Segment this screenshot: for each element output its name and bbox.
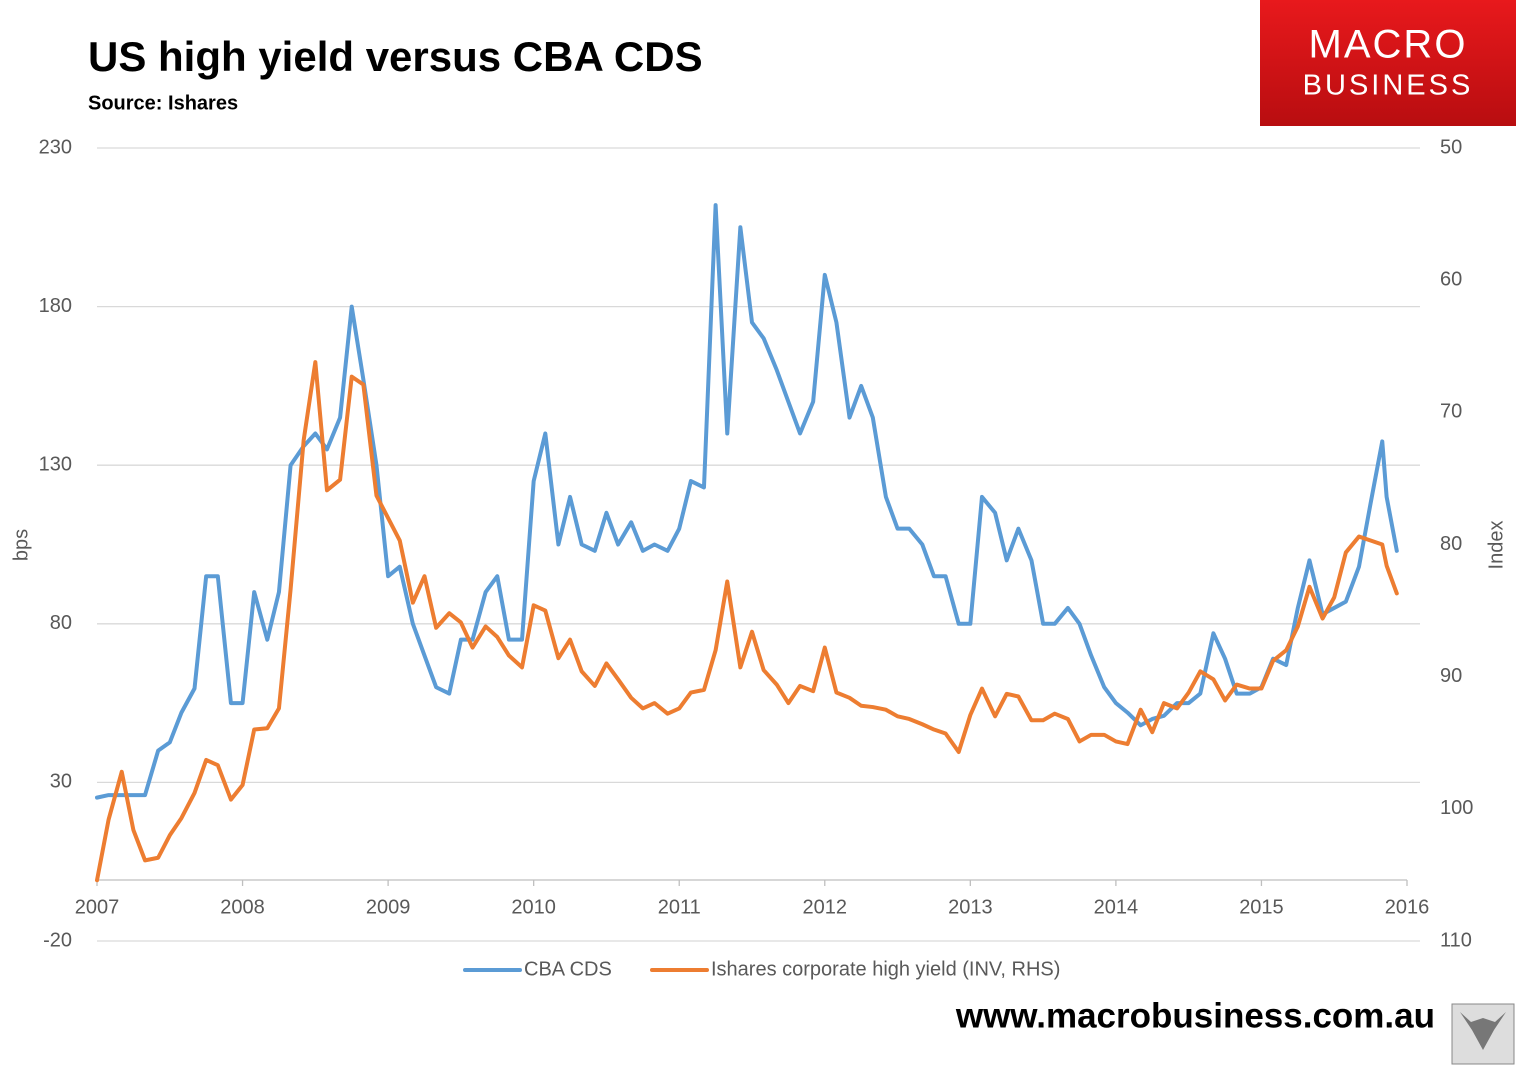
y2-tick-label: 60 <box>1440 268 1462 290</box>
x-tick-label: 2007 <box>75 896 120 918</box>
y-tick-label: 230 <box>39 136 72 158</box>
chart-title: US high yield versus CBA CDS <box>88 33 703 80</box>
x-tick-label: 2012 <box>803 896 848 918</box>
y-tick-label: 180 <box>39 295 72 317</box>
x-tick-label: 2008 <box>220 896 265 918</box>
legend-label: Ishares corporate high yield (INV, RHS) <box>711 958 1060 980</box>
x-tick-label: 2016 <box>1385 896 1430 918</box>
y2-tick-label: 100 <box>1440 797 1473 819</box>
y2-tick-label: 90 <box>1440 665 1462 687</box>
y-tick-label: 30 <box>50 771 72 793</box>
wolf-icon-shape <box>1460 1012 1506 1050</box>
y2-tick-label: 110 <box>1440 929 1472 951</box>
series-line <box>95 360 1399 883</box>
y-tick-label: 80 <box>50 612 72 634</box>
chart-subtitle: Source: Ishares <box>88 92 238 114</box>
x-tick-label: 2011 <box>658 896 701 918</box>
y2-tick-label: 50 <box>1440 136 1462 158</box>
logo-box <box>1260 0 1516 126</box>
website: www.macrobusiness.com.au <box>955 996 1435 1035</box>
y2-axis-title: Index <box>1485 521 1507 570</box>
y-tick-label: 130 <box>39 453 72 475</box>
logo-text: MACRO <box>1309 23 1468 67</box>
y-axis-title: bps <box>10 529 32 561</box>
x-tick-label: 2009 <box>366 896 411 918</box>
legend-label: CBA CDS <box>524 958 612 980</box>
x-tick-label: 2010 <box>511 896 556 918</box>
x-tick-label: 2014 <box>1094 896 1139 918</box>
wolf-icon <box>1451 1003 1515 1065</box>
plot-area: -20 30 80 130 180 230 50 60 70 80 90 100 110 2007 2008… <box>39 136 1474 980</box>
logo-text: BUSINESS <box>1303 70 1474 102</box>
x-tick-label: 2013 <box>948 896 993 918</box>
y-tick-label: -20 <box>43 929 72 951</box>
x-tick-label: 2015 <box>1239 896 1284 918</box>
y2-tick-label: 80 <box>1440 533 1462 555</box>
series-line <box>95 203 1399 800</box>
y2-tick-label: 70 <box>1440 401 1462 423</box>
